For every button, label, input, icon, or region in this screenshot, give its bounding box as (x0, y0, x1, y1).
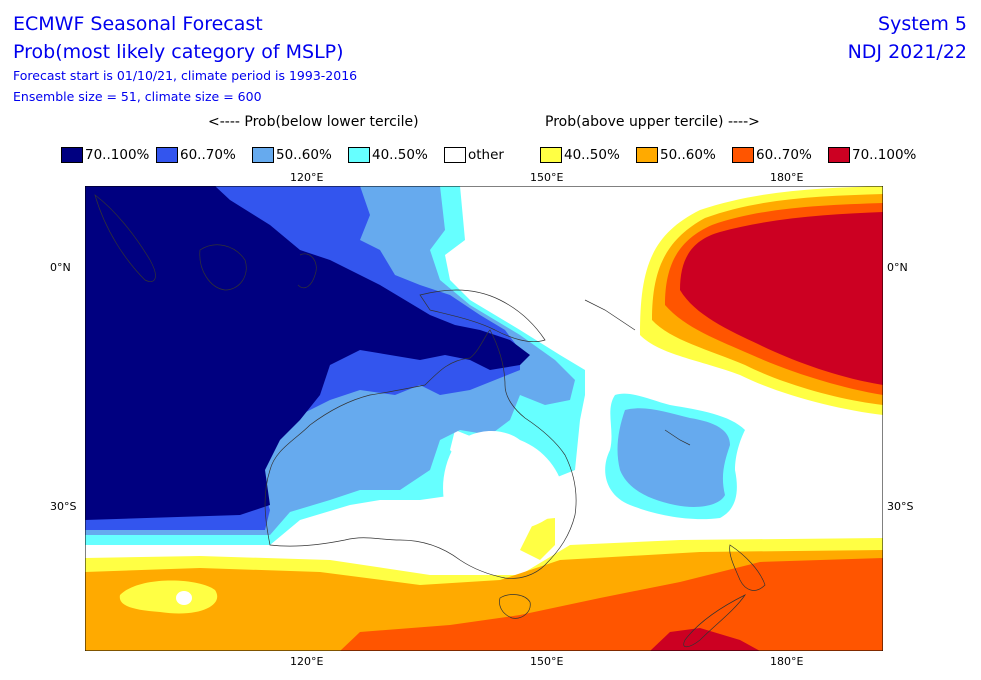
legend-label: 50..60% (276, 147, 332, 163)
legend-item-above-70-100: 70..100% (828, 146, 916, 164)
legend-swatch (444, 147, 466, 163)
legend-swatch (540, 147, 562, 163)
red-orange-band-south (340, 558, 883, 651)
lon-tick-120e-bottom: 120°E (290, 655, 324, 668)
legend-item-above-60-70: 60..70% (732, 146, 812, 164)
coastline-sumatra (94, 194, 156, 282)
legend-label: 70..100% (85, 147, 150, 163)
legend-swatch (828, 147, 850, 163)
legend-label: 60..70% (180, 147, 236, 163)
coastline-borneo (199, 244, 247, 291)
lat-tick-30s-left: 30°S (50, 500, 77, 513)
legend-item-other: other (444, 146, 504, 164)
legend-swatch (636, 147, 658, 163)
navy-west (85, 186, 530, 520)
lon-tick-180e-bottom: 180°E (770, 655, 804, 668)
lon-tick-180e-top: 180°E (770, 171, 804, 184)
white-dot (176, 591, 192, 605)
yellow-blob-west (119, 580, 218, 614)
lon-tick-120e-top: 120°E (290, 171, 324, 184)
map-subtitle: Prob(most likely category of MSLP) (13, 41, 344, 63)
legend-swatch (156, 147, 178, 163)
legend-swatch (348, 147, 370, 163)
legend-swatch (732, 147, 754, 163)
legend-item-above-50-60: 50..60% (636, 146, 716, 164)
coastline-new-caledonia (664, 429, 691, 446)
legend-label: 40..50% (372, 147, 428, 163)
legend-label: 40..50% (564, 147, 620, 163)
system-label: System 5 (878, 13, 967, 35)
legend-label: 70..100% (852, 147, 917, 163)
lon-tick-150e-top: 150°E (530, 171, 564, 184)
coastline-new-zealand-north (729, 544, 766, 591)
lightblue-east (617, 408, 730, 507)
lon-tick-150e-bottom: 150°E (530, 655, 564, 668)
legend-item-below-50-60: 50..60% (252, 146, 332, 164)
lat-tick-0n-right: 0°N (887, 261, 908, 274)
legend-swatch (61, 147, 83, 163)
yellow-patch-sa (520, 518, 555, 560)
map-title: ECMWF Seasonal Forecast (13, 13, 263, 35)
legend-item-below-70-100: 70..100% (61, 146, 149, 164)
legend-label: 50..60% (660, 147, 716, 163)
legend-above-header: Prob(above upper tercile) ----> (545, 114, 760, 130)
red-core-pacific (680, 212, 883, 385)
coastline-australia (264, 329, 577, 579)
legend-label: other (468, 147, 504, 163)
legend-label: 60..70% (756, 147, 812, 163)
legend-item-below-40-50: 40..50% (348, 146, 428, 164)
coastline-tasmania (499, 594, 531, 619)
coastline-new-zealand-south (683, 594, 747, 648)
legend-below-header: <---- Prob(below lower tercile) (208, 114, 419, 130)
coastline-solomon-islands (584, 299, 636, 331)
coastlines (94, 194, 766, 648)
red-patch-south (650, 628, 760, 651)
legend-item-below-60-70: 60..70% (156, 146, 236, 164)
coastline-sulawesi (297, 253, 317, 289)
ensemble-size-text: Ensemble size = 51, climate size = 600 (13, 89, 262, 104)
lat-tick-0n-left: 0°N (50, 261, 71, 274)
coastline-new-guinea (419, 289, 546, 343)
forecast-start-text: Forecast start is 01/10/21, climate peri… (13, 68, 358, 83)
forecast-period-label: NDJ 2021/22 (847, 41, 967, 63)
legend-item-above-40-50: 40..50% (540, 146, 620, 164)
lat-tick-30s-right: 30°S (887, 500, 914, 513)
legend-swatch (252, 147, 274, 163)
white-australia (443, 430, 565, 532)
